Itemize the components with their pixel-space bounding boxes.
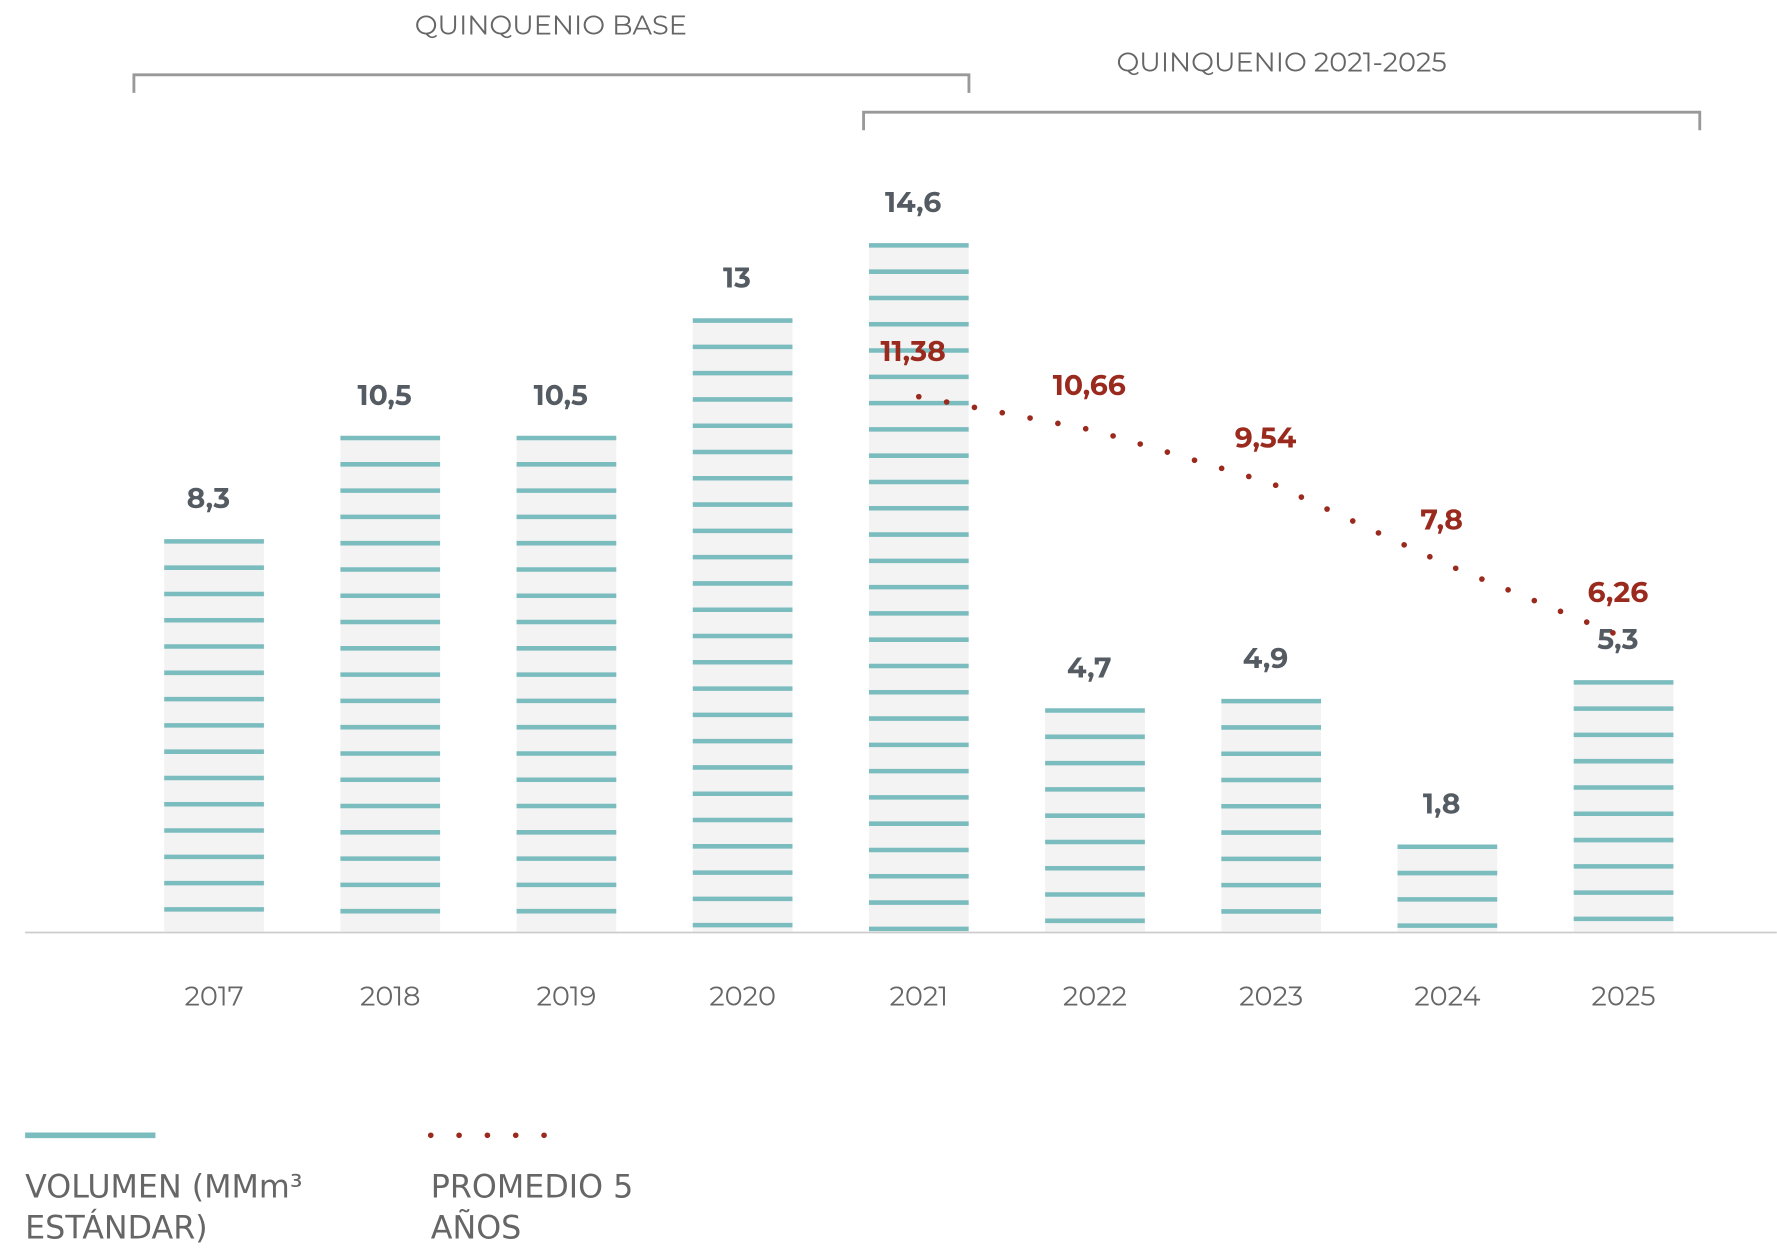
x-tick-label: 2020 (709, 979, 776, 1012)
data-label: 10,5 (534, 379, 588, 413)
bracket (862, 110, 1702, 131)
data-label: 14,6 (885, 186, 941, 220)
legend-item: PROMEDIO 5 AÑOS (430, 1168, 634, 1247)
bar-fill (1221, 701, 1322, 932)
data-label: 10,5 (357, 379, 411, 413)
bar (340, 435, 441, 932)
data-label: 13 (723, 261, 751, 295)
data-label: 11,38 (880, 335, 945, 369)
annotation: QUINQUENIO 2021-2025 (1116, 46, 1446, 79)
bar-fill (692, 320, 793, 932)
data-label: 10,66 (1053, 369, 1126, 403)
x-tick-label: 2025 (1591, 979, 1655, 1012)
bar-fill (516, 438, 617, 932)
data-label: 6,26 (1588, 576, 1649, 610)
data-label: 4,9 (1243, 642, 1289, 676)
bar (1397, 844, 1498, 932)
bracket (132, 73, 971, 93)
bar-fill (1397, 846, 1498, 932)
x-tick-label: 2024 (1414, 979, 1480, 1012)
x-tick-label: 2019 (537, 979, 597, 1012)
line (915, 393, 1627, 641)
data-label: 4,7 (1067, 651, 1112, 685)
data-label: 7,8 (1420, 503, 1463, 537)
x-tick-label: 2021 (889, 979, 948, 1012)
bar (1573, 680, 1674, 932)
annotation: QUINQUENIO BASE (415, 8, 687, 41)
data-label: 1,8 (1423, 788, 1461, 822)
bar-fill (1573, 682, 1674, 932)
bar (692, 318, 793, 932)
bar (1221, 698, 1322, 932)
x-tick-label: 2018 (360, 979, 421, 1012)
x-tick-label: 2017 (184, 979, 243, 1012)
bar-fill (340, 438, 441, 932)
data-label: 8,3 (187, 482, 230, 516)
legend-item: VOLUMEN (MMm³ ESTÁNDAR) (25, 1168, 303, 1247)
bar (1045, 708, 1145, 932)
x-tick-label: 2023 (1239, 979, 1303, 1012)
legend-label: VOLUMEN (MMm³ ESTÁNDAR) (25, 1168, 303, 1247)
data-label: 5,3 (1597, 623, 1638, 657)
bar-fill (1045, 710, 1145, 932)
bar (164, 539, 264, 932)
bar-fill (164, 541, 264, 932)
x-tick-label: 2022 (1063, 979, 1127, 1012)
bar (516, 435, 617, 932)
bar (868, 243, 969, 932)
data-label: 9,54 (1235, 422, 1297, 456)
legend-label: PROMEDIO 5 AÑOS (430, 1168, 634, 1247)
